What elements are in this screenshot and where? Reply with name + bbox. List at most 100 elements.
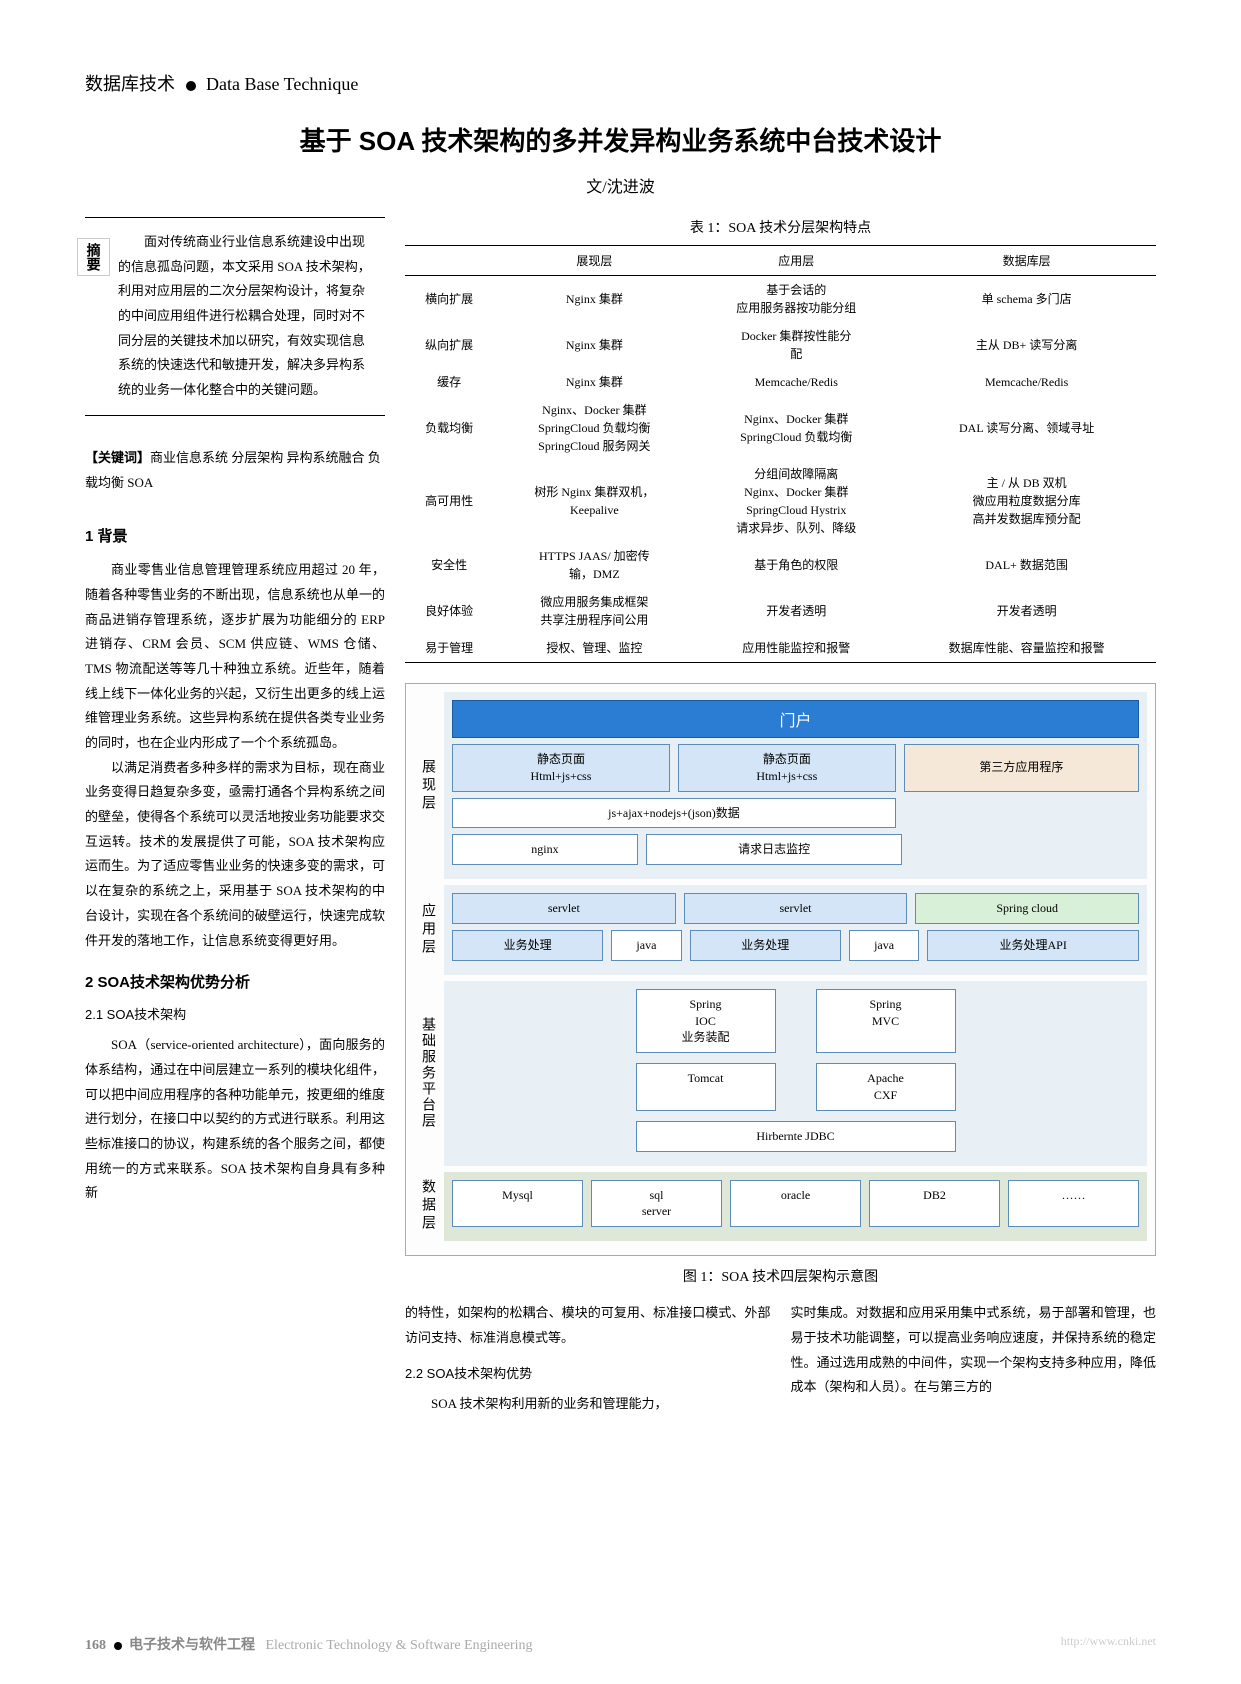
layer-label: 展现层 [414,692,444,879]
paragraph: SOA 技术架构利用新的业务和管理能力， [405,1392,771,1417]
abstract-box: 摘要 面对传统商业行业信息系统建设中出现的信息孤岛问题，本文采用 SOA 技术架… [85,217,385,416]
footer: 168 电子技术与软件工程 Electronic Technology & So… [85,1634,1156,1654]
table-cell: 树形 Nginx 集群双机， Keepalive [493,460,695,542]
paragraph: 实时集成。对数据和应用采用集中式系统，易于部署和管理，也易于技术功能调整，可以提… [791,1301,1157,1400]
apache-cxf-box: Apache CXF [816,1063,956,1111]
table-header: 数据库层 [897,246,1156,276]
bottom-columns: 的特性，如架构的松耦合、模块的可复用、标准接口模式、外部访问支持、标准消息模式等… [405,1301,1156,1416]
db2-box: DB2 [869,1180,1000,1228]
section-1-heading: 1 背景 [85,525,385,546]
layer-label: 应用层 [414,885,444,975]
table-cell: 易于管理 [405,634,493,663]
table-row: 安全性HTTPS JAAS/ 加密传 输，DMZ基于角色的权限DAL+ 数据范围 [405,542,1156,588]
table-row: 缓存Nginx 集群Memcache/RedisMemcache/Redis [405,368,1156,396]
portal-box: 门户 [452,700,1139,738]
paper-title: 基于 SOA 技术架构的多并发异构业务系统中台技术设计 [85,121,1156,158]
layer-label: 数据层 [414,1172,444,1242]
table-cell: 基于会话的 应用服务器按功能分组 [695,276,897,323]
table-cell: 高可用性 [405,460,493,542]
spring-mvc-box: Spring MVC [816,989,956,1053]
spring-ioc-box: Spring IOC 业务装配 [636,989,776,1053]
third-party-box: 第三方应用程序 [904,744,1139,792]
data-layer: 数据层 Mysql sql server oracle DB2 …… [414,1172,1147,1242]
java-box: java [611,930,682,961]
layer-label: 基础服务平台层 [414,981,444,1166]
paragraph: 以满足消费者多种多样的需求为目标，现在商业业务变得日趋复杂多变，亟需打通各个异构… [85,756,385,954]
keywords: 【关键词】商业信息系统 分层架构 异构系统融合 负载均衡 SOA [85,446,385,495]
content-area: 摘要 面对传统商业行业信息系统建设中出现的信息孤岛问题，本文采用 SOA 技术架… [85,217,1156,1416]
table-cell: 数据库性能、容量监控和报警 [897,634,1156,663]
log-monitor-box: 请求日志监控 [646,834,902,865]
servlet-box: servlet [684,893,908,924]
hibernate-box: Hirbernte JDBC [636,1121,956,1152]
bullet-icon [186,81,196,91]
abstract-text: 面对传统商业行业信息系统建设中出现的信息孤岛问题，本文采用 SOA 技术架构，利… [93,230,377,403]
paragraph: SOA（service-oriented architecture），面向服务的… [85,1033,385,1206]
table-header: 应用层 [695,246,897,276]
table-row: 横向扩展Nginx 集群基于会话的 应用服务器按功能分组单 schema 多门店 [405,276,1156,323]
biz-api-box: 业务处理API [927,930,1139,961]
table-cell: 负载均衡 [405,396,493,460]
table-cell: Memcache/Redis [695,368,897,396]
table-cell: 基于角色的权限 [695,542,897,588]
table-cell: 授权、管理、监控 [493,634,695,663]
table-cell: DAL+ 数据范围 [897,542,1156,588]
table-cell: Docker 集群按性能分 配 [695,322,897,368]
abstract-label: 摘要 [77,238,110,276]
table-cell: Memcache/Redis [897,368,1156,396]
architecture-diagram: 展现层 门户 静态页面 Html+js+css 静态页面 Html+js+css… [405,683,1156,1256]
keywords-label: 【关键词】 [85,450,150,465]
header-category: 数据库技术 Data Base Technique [85,70,1156,96]
table-cell: 纵向扩展 [405,322,493,368]
bullet-icon [114,1642,122,1650]
table-cell: Nginx 集群 [493,276,695,323]
paragraph: 商业零售业信息管理管理系统应用超过 20 年，随着各种零售业务的不断出现，信息系… [85,558,385,756]
table-cell: Nginx 集群 [493,368,695,396]
author: 文/沈进波 [85,173,1156,197]
footer-url: http://www.cnki.net [1061,1634,1156,1654]
table-cell: 微应用服务集成框架 共享注册程序间公用 [493,588,695,634]
table-cell: 缓存 [405,368,493,396]
sqlserver-box: sql server [591,1180,722,1228]
table-cell: 应用性能监控和报警 [695,634,897,663]
figure-caption: 图 1：SOA 技术四层架构示意图 [405,1266,1156,1286]
table-cell: 主 / 从 DB 双机 微应用粒度数据分库 高并发数据库预分配 [897,460,1156,542]
biz-box: 业务处理 [452,930,603,961]
table-cell: 分组间故障隔离 Nginx、Docker 集群 SpringCloud Hyst… [695,460,897,542]
application-layer: 应用层 servlet servlet Spring cloud 业务处理 ja… [414,885,1147,975]
nginx-box: nginx [452,834,638,865]
section-2-2-heading: 2.2 SOA技术架构优势 [405,1363,771,1382]
ajax-box: js+ajax+nodejs+(json)数据 [452,798,896,829]
table-cell: Nginx、Docker 集群 SpringCloud 负载均衡 [695,396,897,460]
spring-cloud-box: Spring cloud [915,893,1139,924]
mysql-box: Mysql [452,1180,583,1228]
static-page-box: 静态页面 Html+js+css [452,744,670,792]
paragraph: 的特性，如架构的松耦合、模块的可复用、标准接口模式、外部访问支持、标准消息模式等… [405,1301,771,1350]
soa-table: 展现层应用层数据库层 横向扩展Nginx 集群基于会话的 应用服务器按功能分组单… [405,245,1156,663]
category-en: Data Base Technique [206,74,358,94]
table-cell: 开发者透明 [695,588,897,634]
table-cell: Nginx、Docker 集群 SpringCloud 负载均衡 SpringC… [493,396,695,460]
oracle-box: oracle [730,1180,861,1228]
table-cell: 主从 DB+ 读写分离 [897,322,1156,368]
static-page-box: 静态页面 Html+js+css [678,744,896,792]
servlet-box: servlet [452,893,676,924]
section-2-1-heading: 2.1 SOA技术架构 [85,1004,385,1023]
java-box: java [849,930,920,961]
table-cell: HTTPS JAAS/ 加密传 输，DMZ [493,542,695,588]
presentation-layer: 展现层 门户 静态页面 Html+js+css 静态页面 Html+js+css… [414,692,1147,879]
platform-layer: 基础服务平台层 Spring IOC 业务装配 Spring MVC Tomca… [414,981,1147,1166]
table-row: 负载均衡Nginx、Docker 集群 SpringCloud 负载均衡 Spr… [405,396,1156,460]
more-box: …… [1008,1180,1139,1228]
section-2-heading: 2 SOA技术架构优势分析 [85,971,385,992]
table-cell: DAL 读写分离、领域寻址 [897,396,1156,460]
page-number: 168 电子技术与软件工程 Electronic Technology & So… [85,1634,533,1654]
table-row: 纵向扩展Nginx 集群Docker 集群按性能分 配主从 DB+ 读写分离 [405,322,1156,368]
table-header: 展现层 [493,246,695,276]
biz-box: 业务处理 [690,930,841,961]
table-row: 良好体验微应用服务集成框架 共享注册程序间公用开发者透明开发者透明 [405,588,1156,634]
table-cell: 安全性 [405,542,493,588]
category-cn: 数据库技术 [85,74,175,94]
table-row: 易于管理授权、管理、监控应用性能监控和报警数据库性能、容量监控和报警 [405,634,1156,663]
table-caption: 表 1：SOA 技术分层架构特点 [405,217,1156,237]
